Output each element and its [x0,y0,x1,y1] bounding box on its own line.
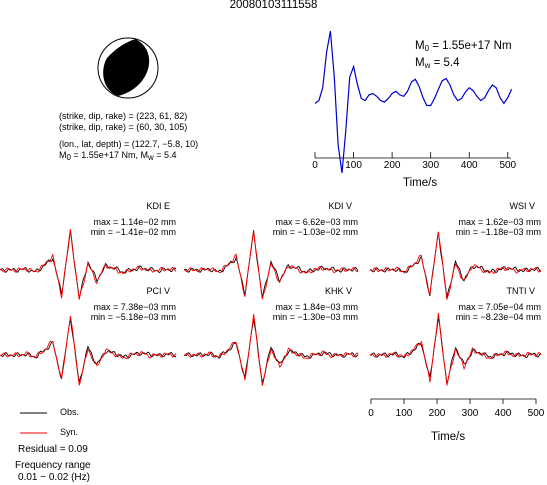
beachball-compressional-quadrant [103,39,150,96]
trace-min-label: min = −8.23e−04 mm [455,312,541,322]
syn-trace [183,231,359,300]
frequency-range-value: 0.01 − 0.02 (Hz) [18,472,90,483]
trace-station-label: WSI V [509,201,535,211]
stf-magnitude-label: Mw = 5.4 [415,57,460,70]
stf-x-tick-label: 0 [312,160,318,171]
trace-x-tick-label: 500 [527,408,545,419]
focal-moment: M0 = 1.55e+17 Nm, Mw = 5.4 [59,150,177,162]
stf-moment-label: M0 = 1.55e+17 Nm [415,40,512,53]
trace-station-label: KHK V [324,286,352,296]
trace-station-label: KDI E [146,201,170,211]
trace-station-label: TNTI V [506,286,536,296]
stf-x-tick-label: 200 [383,160,401,171]
trace-min-label: min = −1.41e−02 mm [90,227,176,237]
trace-max-label: max = 1.62e−03 mm [458,217,541,227]
obs-trace [0,318,177,383]
waveform-traces [0,229,542,386]
trace-x-axis-label: Time/s [431,431,466,443]
trace-min-label: min = −1.03e−02 mm [272,227,358,237]
trace-x-tick-label: 0 [368,408,374,419]
syn-trace [183,314,359,386]
trace-max-label: max = 7.38e−03 mm [93,302,176,312]
stf-axes [314,30,513,174]
trace-station-label: KDI V [328,201,352,211]
trace-x-axis [370,398,537,404]
trace-min-label: min = −5.18e−03 mm [90,312,176,322]
obs-trace [183,318,359,383]
stf-x-axis-label: Time/s [403,177,438,189]
legend-syn-label: Syn. [60,427,79,437]
stf-x-tick-label: 300 [422,160,440,171]
frequency-range-label: Frequency range [15,460,91,471]
trace-x-tick-label: 300 [461,408,479,419]
trace-min-label: min = −1.30e−03 mm [272,312,358,322]
stf-x-tick-label: 500 [499,160,517,171]
trace-max-label: max = 1.84e−03 mm [275,302,358,312]
stf-x-tick-label: 100 [345,160,362,171]
trace-x-tick-label: 400 [494,408,512,419]
trace-x-tick-label: 200 [428,408,446,419]
stf-x-tick-label: 400 [460,160,478,171]
trace-station-label: PCI V [146,286,170,296]
focal-plane-2: (strike, dip, rake) = (60, 30, 105) [59,122,188,132]
trace-min-label: min = −1.18e−03 mm [455,227,541,237]
trace-x-tick-label: 100 [395,408,413,419]
trace-max-label: max = 7.05e−04 mm [458,302,541,312]
trace-max-label: max = 1.14e−02 mm [93,217,176,227]
syn-trace [0,315,177,386]
trace-max-label: max = 6.62e−03 mm [275,217,358,227]
beachball [97,37,159,99]
syn-trace [369,231,542,300]
focal-plane-1: (strike, dip, rake) = (223, 61, 82) [59,111,188,121]
residual-label: Residual = 0.09 [18,444,88,455]
syn-trace [0,229,177,300]
syn-trace [369,312,542,386]
focal-location: (lon., lat, depth) = (122.7, −5.8, 10) [59,139,199,149]
figure-title: 20080103111558 [229,0,318,11]
legend-obs-label: Obs. [60,407,80,417]
stf-series-line [314,30,513,174]
